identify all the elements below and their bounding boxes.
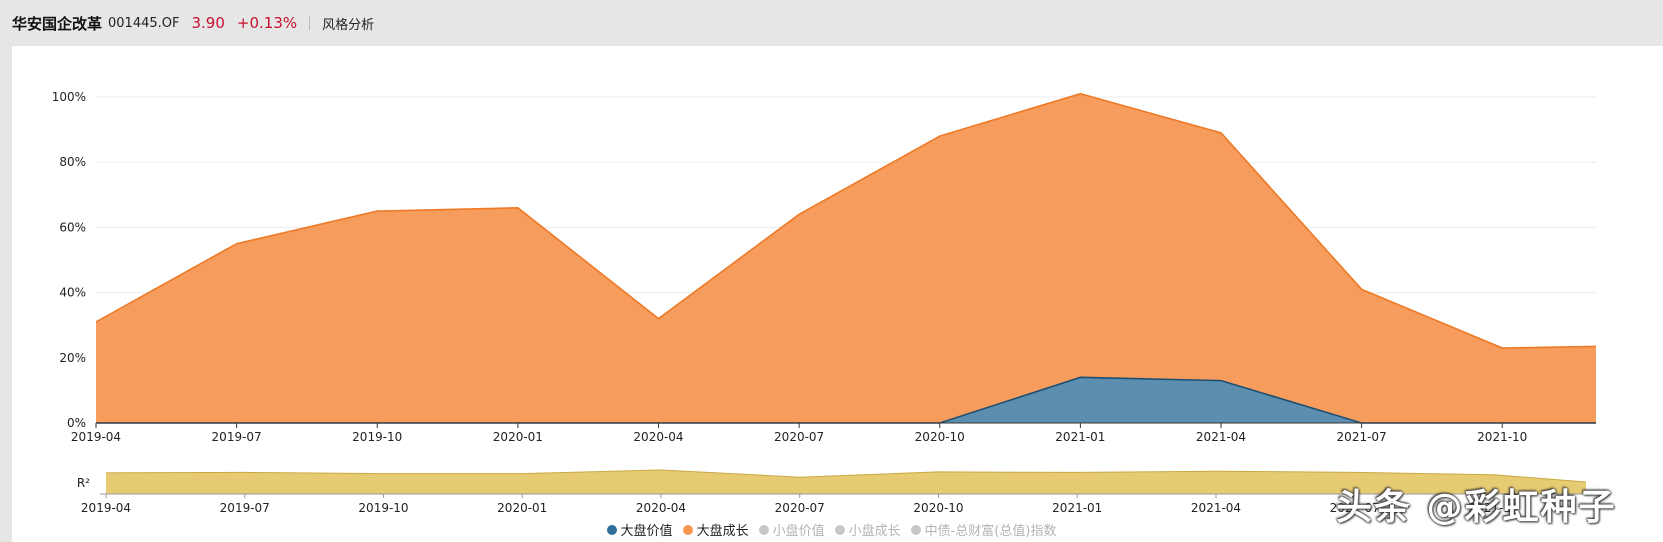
x-tick-label: 2020-07	[774, 430, 824, 444]
legend-label: 小盘价值	[772, 524, 825, 539]
y-tick-label: 100%	[52, 90, 86, 104]
r2-x-tick-label: 2021-04	[1191, 501, 1241, 515]
r2-x-tick-label: 2020-04	[636, 501, 686, 515]
fund-name: 华安国企改革	[12, 14, 103, 33]
y-tick-label: 40%	[59, 286, 86, 300]
tab-style-analysis[interactable]: 风格分析	[322, 17, 375, 33]
r2-x-tick-label: 2021-01	[1052, 501, 1102, 515]
header-bar: 华安国企改革 001445.OF 3.90 +0.13% 风格分析	[0, 0, 1663, 46]
x-tick-label: 2020-04	[633, 430, 683, 444]
watermark: 头条 @彩虹种子	[1336, 487, 1617, 528]
chart-legend: 大盘价值 大盘成长 小盘价值 小盘成长 中债-总财富(总值)指数	[0, 520, 1663, 539]
x-tick-label: 2021-01	[1055, 430, 1105, 444]
x-tick-label: 2020-10	[915, 430, 965, 444]
series-line-large-growth	[95, 92, 1597, 349]
header-divider	[309, 16, 311, 30]
x-tick-label: 2019-04	[71, 430, 121, 444]
legend-item[interactable]: 中债-总财富(总值)指数	[910, 520, 1057, 539]
r2-x-tick-label: 2021-07	[1330, 501, 1380, 515]
legend-dot-icon	[606, 524, 617, 535]
legend-item[interactable]: 大盘价值	[606, 520, 673, 539]
x-tick-label: 2021-07	[1337, 430, 1387, 444]
legend-item[interactable]: 小盘价值	[758, 520, 825, 539]
legend-dot-icon	[910, 524, 921, 535]
style-chart: 0% 20% 40% 60% 80% 100% 2019-04 2019-07 2019-10 2…	[52, 90, 1597, 515]
r2-x-tick-label: 2020-07	[775, 501, 825, 515]
y-tick-label: 20%	[59, 351, 86, 365]
legend-item[interactable]: 大盘成长	[682, 520, 749, 539]
series-area-large-growth	[96, 93, 1596, 424]
r2-x-tick-label: 2019-04	[81, 501, 131, 515]
r2-x-tick-label: 2021-10	[1468, 501, 1518, 515]
legend-label: 中债-总财富(总值)指数	[924, 524, 1057, 539]
x-tick-label: 2020-01	[493, 430, 543, 444]
r2-line	[105, 469, 1587, 483]
fund-change: +0.13%	[236, 14, 298, 32]
r2-x-tick-label: 2020-10	[913, 501, 963, 515]
fund-code: 001445.OF	[108, 15, 180, 31]
fund-price: 3.90	[191, 14, 225, 32]
y-tick-label: 80%	[59, 155, 86, 169]
legend-label: 小盘成长	[848, 524, 901, 539]
r2-area	[106, 470, 1586, 494]
x-tick-label: 2019-10	[352, 430, 402, 444]
legend-item[interactable]: 小盘成长	[834, 520, 901, 539]
y-tick-label: 0%	[67, 416, 86, 430]
y-tick-label: 60%	[59, 220, 86, 234]
legend-label: 大盘价值	[620, 524, 673, 539]
series-area-large-value	[96, 377, 1596, 423]
x-tick-label: 2021-04	[1196, 430, 1246, 444]
legend-dot-icon	[682, 524, 693, 535]
legend-label: 大盘成长	[696, 524, 749, 539]
x-tick-label: 2021-10	[1477, 430, 1527, 444]
r2-x-tick-label: 2020-01	[497, 501, 547, 515]
r2-label: R²	[77, 476, 90, 490]
r2-x-tick-label: 2019-07	[220, 501, 270, 515]
r2-x-tick-label: 2019-10	[358, 501, 408, 515]
x-tick-label: 2019-07	[212, 430, 262, 444]
legend-dot-icon	[834, 524, 845, 535]
legend-dot-icon	[758, 524, 769, 535]
